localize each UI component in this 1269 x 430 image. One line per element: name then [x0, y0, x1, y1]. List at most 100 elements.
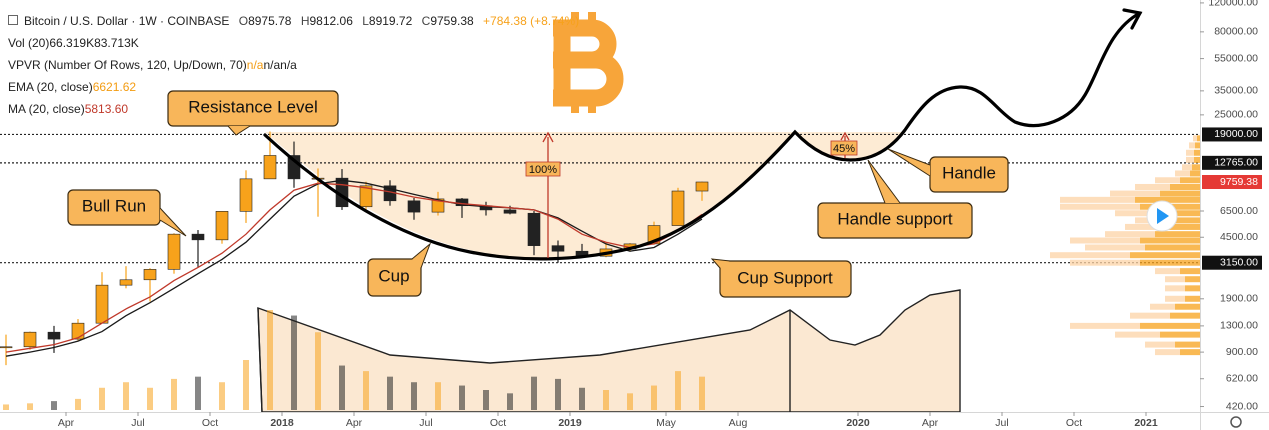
profile-up — [1140, 237, 1200, 244]
candle-body — [119, 279, 133, 286]
candle-body — [167, 233, 181, 270]
profile-down — [1050, 252, 1130, 259]
indicator-name: MA (20, close) — [8, 102, 85, 116]
callout-box — [367, 258, 422, 297]
profile-down — [1115, 210, 1160, 217]
profile-up — [1160, 190, 1200, 197]
x-tick-label: Jul — [995, 417, 1008, 429]
profile-down — [1182, 164, 1192, 171]
volume-bar — [243, 360, 249, 410]
y-tick-label: 55000.00 — [1214, 52, 1258, 64]
axes: 420.00 620.00 900.00 1300.00 1900.00 4500.00 6… — [58, 0, 1262, 429]
ohlc-value: 8919.72 — [368, 14, 413, 28]
profile-down — [1135, 183, 1170, 190]
candle-body — [95, 284, 109, 324]
level-label: 12765.00 — [1214, 157, 1258, 169]
measure-arrow — [840, 131, 850, 141]
profile-up — [1194, 149, 1200, 156]
callout-box — [167, 90, 339, 127]
annotation: Cup — [378, 266, 409, 285]
divider — [257, 307, 263, 412]
indicator-value: 83.713K — [94, 36, 139, 50]
profile-down — [1085, 244, 1145, 251]
ohlc-label: L — [362, 14, 369, 28]
change: +784.38 (+8.74%) — [483, 14, 580, 28]
x-tick-label: Aug — [729, 417, 748, 429]
play-icon — [1157, 208, 1169, 224]
volume-bar — [531, 376, 537, 410]
level-label-bg — [1202, 255, 1262, 270]
candle-body — [359, 185, 373, 208]
indicator-value: n/a — [280, 58, 297, 72]
profile-down — [1060, 196, 1135, 203]
profile-down — [1189, 142, 1195, 149]
y-tick-label: 25000.00 — [1214, 109, 1258, 121]
volume-bar — [75, 398, 81, 410]
candle-body — [551, 245, 565, 252]
candle-body — [215, 211, 229, 241]
volume-bar — [579, 387, 585, 410]
indicator-value: n/a — [263, 58, 281, 72]
ohlc-value: 9812.06 — [309, 14, 353, 28]
y-tick-label: 80000.00 — [1214, 26, 1258, 38]
x-tick-label: Oct — [202, 417, 218, 429]
collapse-icon[interactable] — [8, 15, 18, 25]
volume-bar — [147, 387, 153, 410]
profile-up — [1180, 177, 1200, 184]
profile-down — [1070, 259, 1140, 266]
annotation: Bull Run — [82, 196, 146, 215]
volume-bar — [27, 403, 33, 410]
indicator-row: MA (20, close)5813.60 — [8, 98, 579, 120]
candle-body — [671, 190, 685, 226]
pattern-curve — [263, 11, 1142, 261]
volume-bar — [483, 390, 489, 410]
profile-up — [1140, 322, 1200, 329]
volume-bar — [555, 378, 561, 410]
profile-up — [1190, 170, 1200, 177]
settings-icon[interactable] — [1230, 416, 1242, 428]
x-tick-label: 2020 — [846, 417, 870, 429]
x-tick-label: Jul — [131, 417, 144, 429]
y-tick-label: 120000.00 — [1208, 0, 1258, 9]
x-tick-label: Apr — [922, 417, 939, 429]
profile-up — [1185, 295, 1200, 302]
profile-down — [1070, 237, 1140, 244]
profile-down — [1115, 331, 1160, 338]
symbol-row: Bitcoin / U.S. Dollar · 1W · COINBASE O8… — [8, 10, 579, 32]
x-tick-label: 2021 — [1134, 417, 1158, 429]
profile-up — [1170, 183, 1200, 190]
ohlc-value: 9759.38 — [430, 14, 474, 28]
volume-bar — [651, 385, 657, 410]
profile-up — [1155, 231, 1200, 238]
indicator-row: VPVR (Number Of Rows, 120, Up/Down, 70)n… — [8, 54, 579, 76]
indicator-value: 5813.60 — [84, 102, 129, 116]
profile-down — [1105, 231, 1155, 238]
volume-bar — [291, 315, 297, 410]
plot-area — [0, 8, 1200, 412]
indicator-lines — [5, 179, 703, 357]
volume-bar — [3, 404, 9, 410]
indicator-value: n/a — [246, 58, 264, 72]
annotation: Handle — [942, 163, 996, 182]
indicator-name: EMA (20, close) — [8, 80, 93, 94]
price-axis-bg — [1200, 0, 1269, 430]
indicator-line — [5, 179, 703, 357]
volume-bar — [51, 401, 57, 410]
measure-label: 45% — [833, 143, 855, 155]
ohlc-label: C — [421, 14, 431, 28]
y-tick-label: 4500.00 — [1220, 231, 1258, 243]
x-tick-label: 2018 — [270, 417, 294, 429]
x-tick-label: 2019 — [558, 417, 582, 429]
profile-down — [1155, 349, 1180, 356]
volume-bar — [363, 371, 369, 410]
y-tick-label: 35000.00 — [1214, 85, 1258, 97]
annotation: Resistance Level — [188, 97, 317, 116]
bitcoin-logo — [553, 12, 624, 113]
candle-body — [263, 155, 277, 180]
callout-pointer — [159, 207, 187, 237]
profile-up — [1175, 303, 1200, 310]
candle-body — [143, 269, 157, 281]
indicator-name: VPVR (Number Of Rows, 120, Up/Down, 70) — [8, 58, 247, 72]
profile-down — [1165, 276, 1185, 283]
